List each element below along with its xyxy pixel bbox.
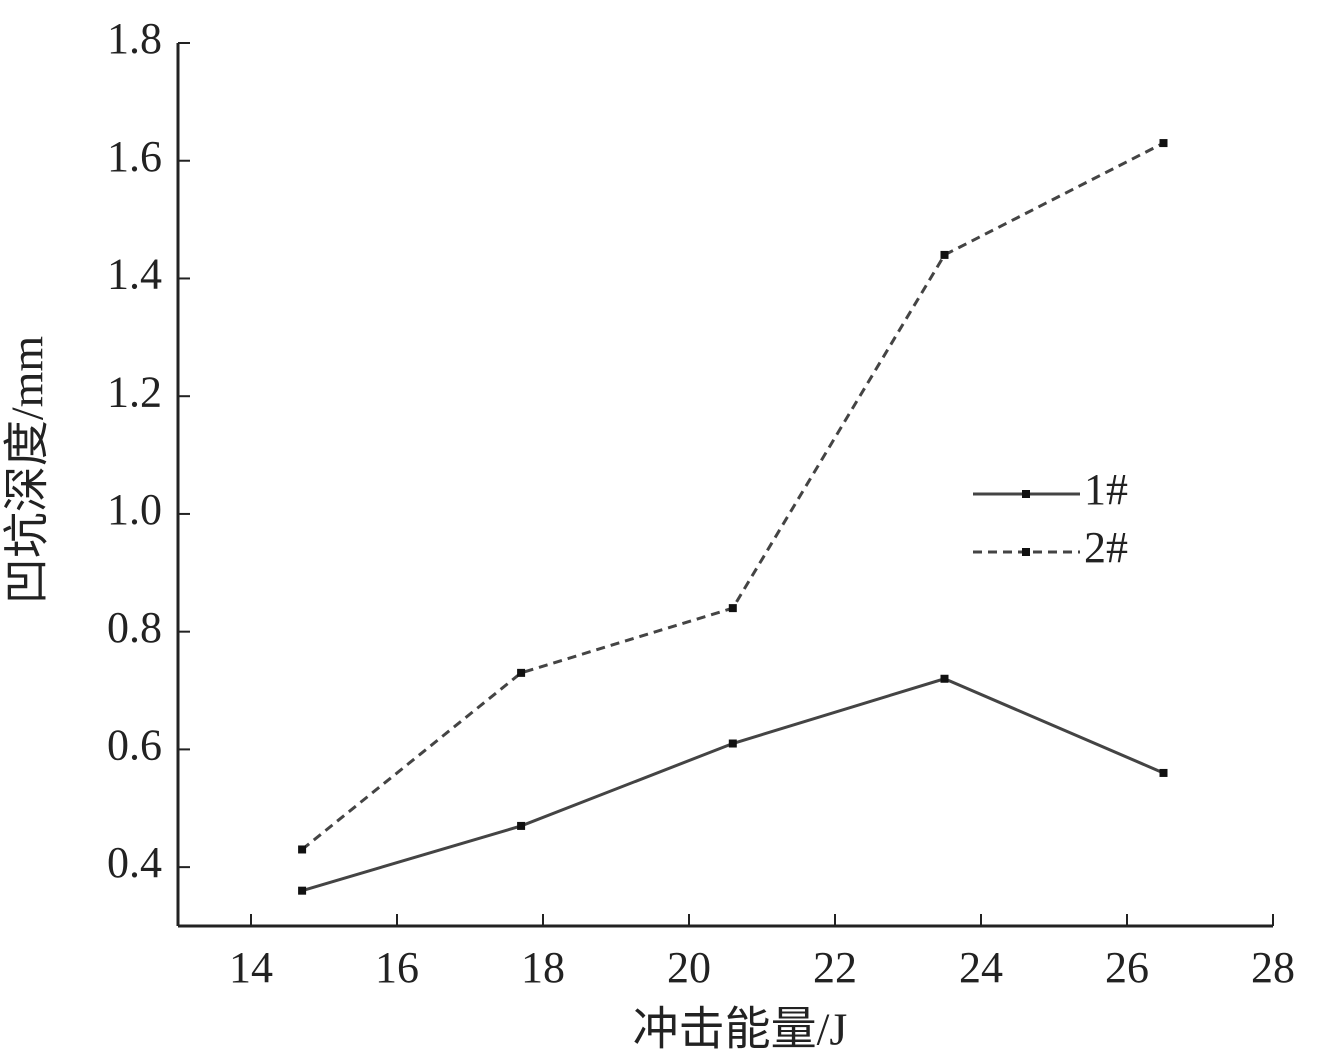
x-axis-title: 冲击能量/J	[633, 1004, 848, 1055]
y-tick-label: 0.8	[107, 603, 162, 652]
point	[940, 674, 949, 683]
x-tick-label: 18	[521, 943, 565, 992]
legend-marker	[1022, 548, 1030, 556]
point	[940, 250, 949, 259]
x-tick-label: 22	[813, 943, 857, 992]
series-line	[301, 677, 1165, 893]
y-tick-label: 1.4	[107, 250, 162, 299]
point	[1159, 139, 1168, 148]
x-tick-label: 20	[667, 943, 711, 992]
legend-marker	[1022, 490, 1030, 498]
point	[298, 886, 307, 895]
x-tick-label: 24	[959, 943, 1003, 992]
point	[517, 821, 526, 830]
y-tick-label: 1.6	[107, 132, 162, 181]
legend-label: 2#	[1084, 523, 1128, 572]
x-tick-label: 28	[1251, 943, 1295, 992]
y-axis-title: 凹坑深度/mm	[2, 336, 53, 605]
y-tick-label: 1.0	[107, 485, 162, 534]
x-tick-label: 14	[229, 943, 273, 992]
x-tick-label: 26	[1105, 943, 1149, 992]
point	[728, 739, 737, 748]
point	[1159, 768, 1168, 777]
x-tick-label: 16	[375, 943, 419, 992]
y-tick-label: 1.2	[107, 367, 162, 416]
point	[298, 845, 307, 854]
y-tick-label: 0.6	[107, 720, 162, 769]
legend-label: 1#	[1084, 465, 1128, 514]
point	[728, 604, 737, 613]
point	[517, 668, 526, 677]
y-tick-label: 1.8	[107, 14, 162, 63]
y-tick-label: 0.4	[107, 838, 162, 887]
